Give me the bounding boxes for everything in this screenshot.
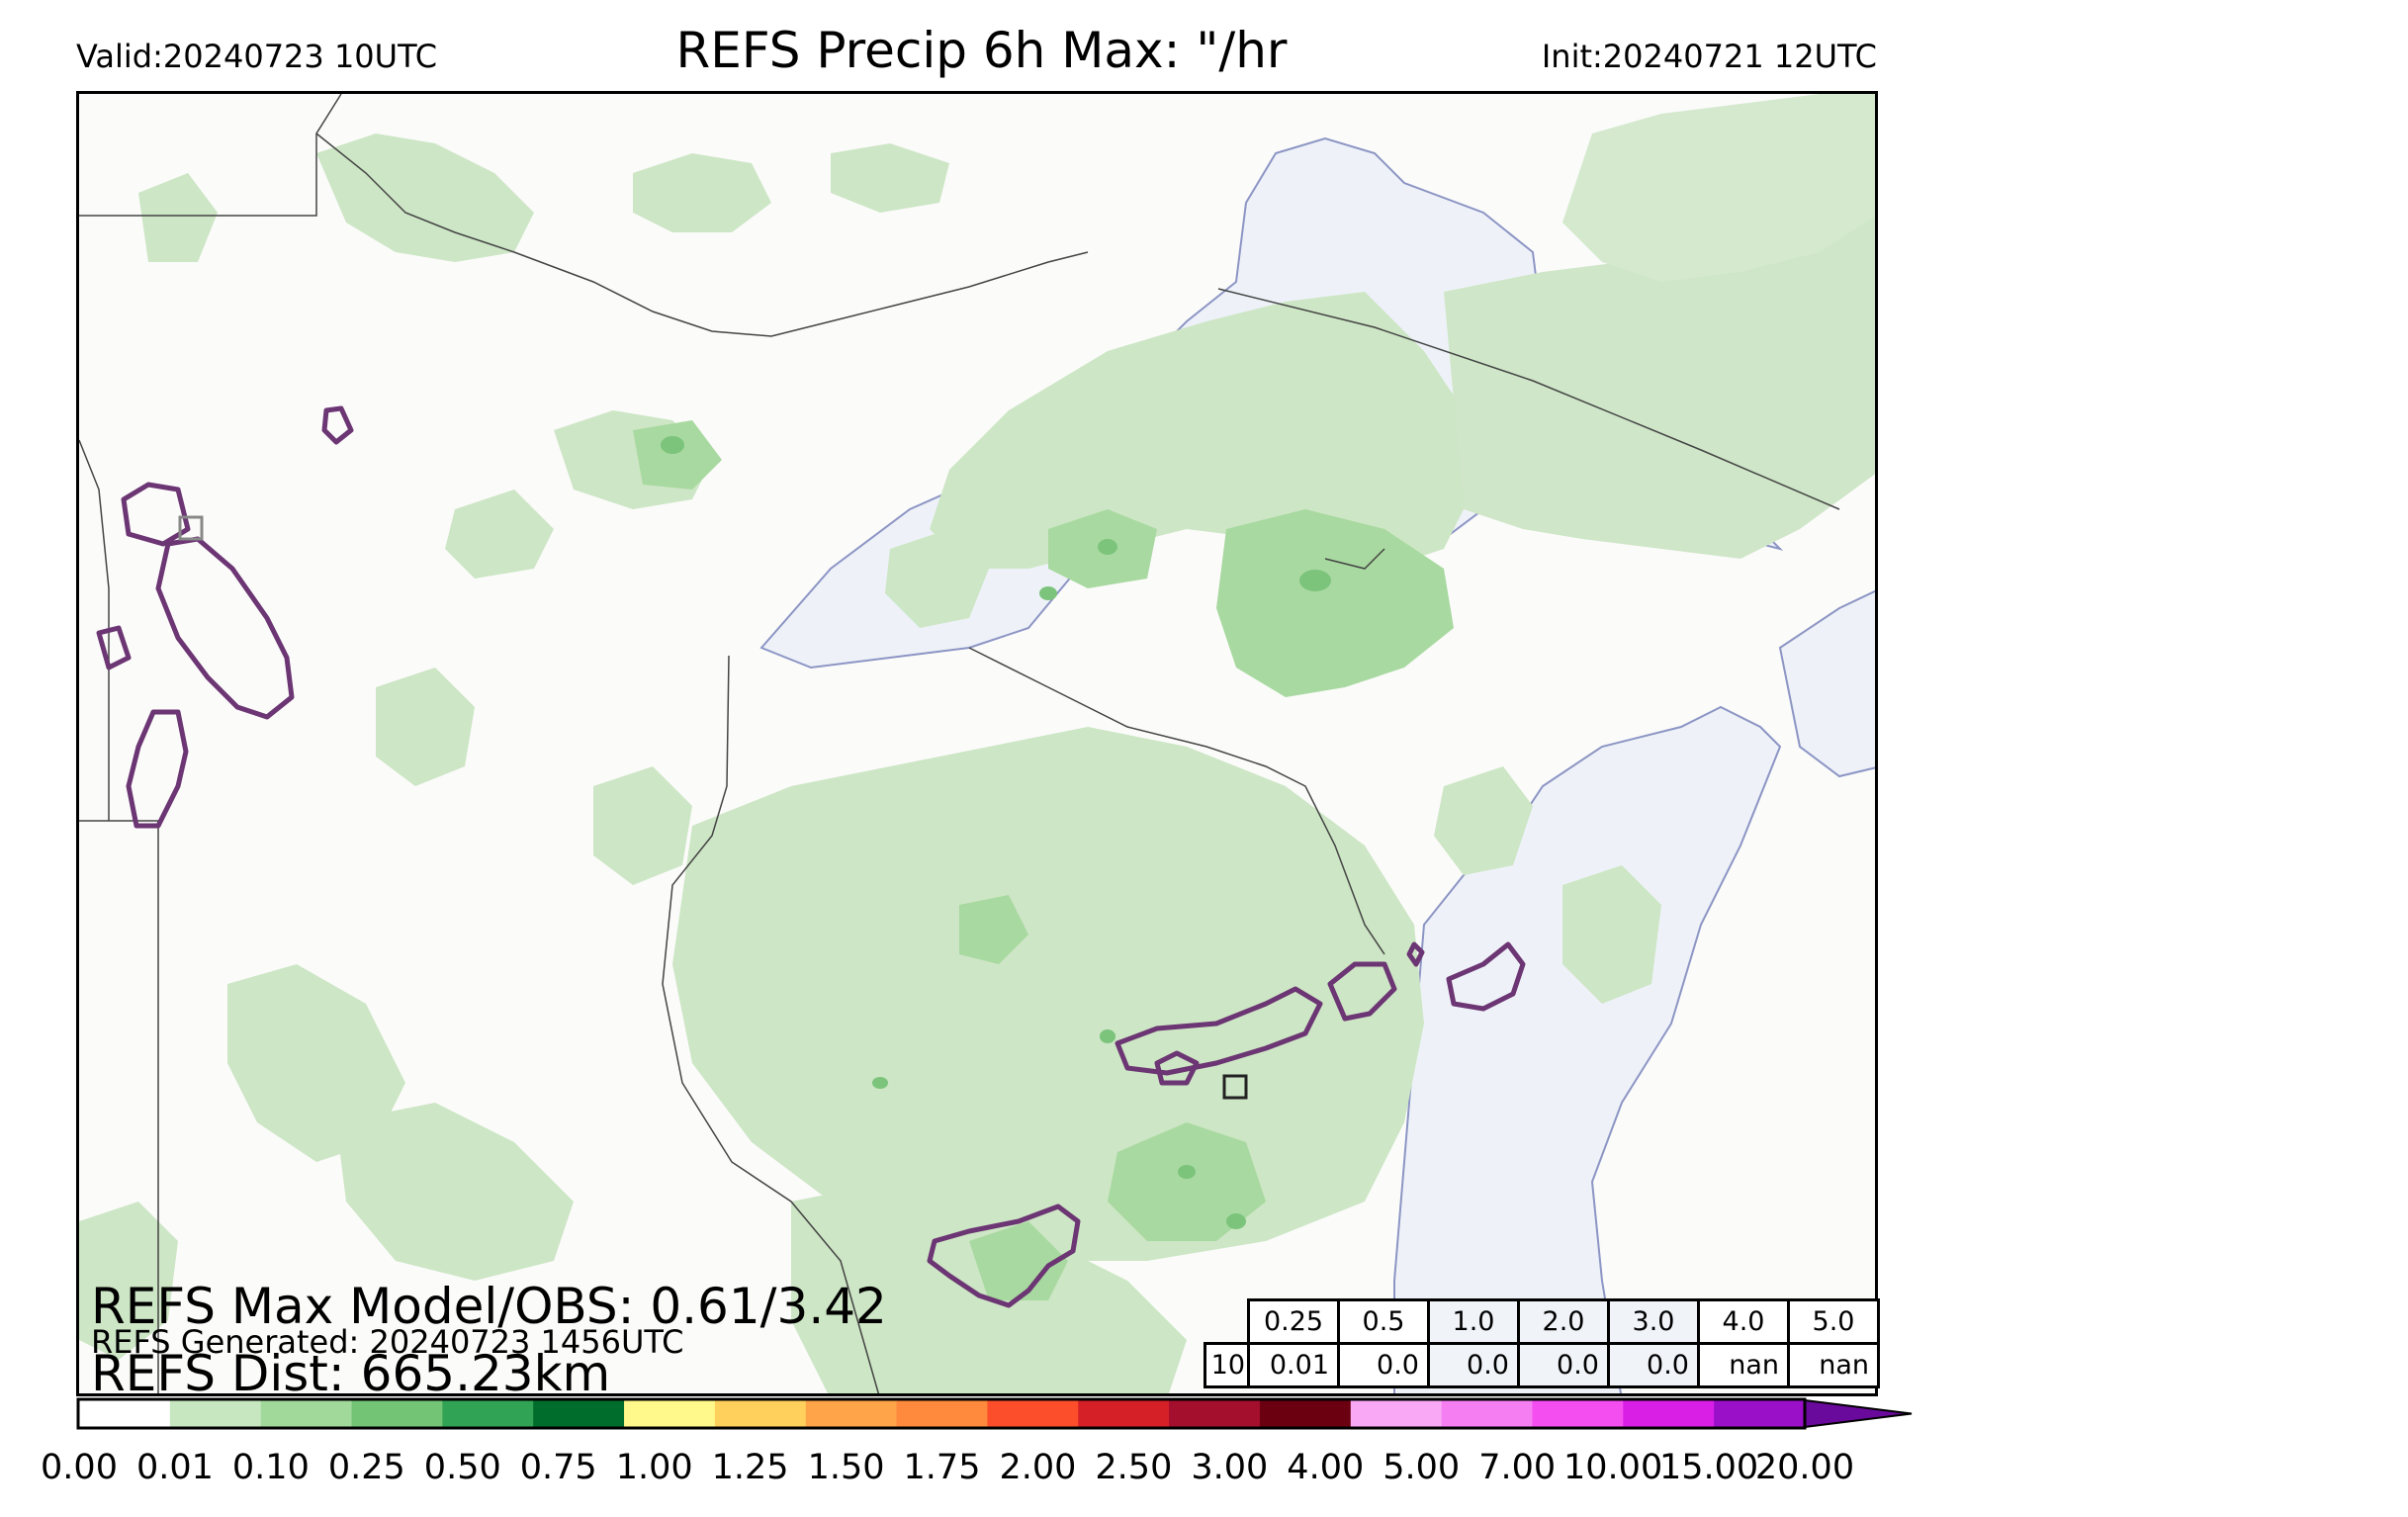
map-canvas	[79, 94, 1875, 1393]
dist-label: REFS Dist: 665.23km	[91, 1345, 611, 1402]
row-label: 10	[1204, 1342, 1250, 1388]
max-model-obs-label: REFS Max Model/OBS: 0.61/3.42	[91, 1278, 887, 1335]
colorbar	[76, 1397, 1913, 1430]
station-marker-max	[1222, 1074, 1248, 1100]
colorbar-tick-label: 1.75	[903, 1448, 981, 1487]
threshold-cell: 4.0	[1697, 1298, 1790, 1345]
colorbar-tick-label: 2.00	[999, 1448, 1077, 1487]
threshold-cell: 0.5	[1337, 1298, 1430, 1345]
value-cell: 0.0	[1427, 1342, 1520, 1388]
colorbar-segment	[1532, 1400, 1624, 1427]
lake-huron-edge	[1778, 589, 1875, 778]
colorbar-tick-label: 0.75	[519, 1448, 597, 1487]
colorbar-segment	[1441, 1400, 1533, 1427]
table-corner	[1205, 1300, 1249, 1344]
colorbar-segment	[624, 1400, 716, 1427]
colorbar-tick-label: 4.00	[1287, 1448, 1365, 1487]
value-cell: 0.0	[1517, 1342, 1610, 1388]
threshold-cell: 3.0	[1607, 1298, 1700, 1345]
colorbar-segment	[896, 1400, 988, 1427]
colorbar-tick-label: 0.25	[327, 1448, 405, 1487]
colorbar-tick-label: 1.50	[807, 1448, 885, 1487]
colorbar-segment	[1259, 1400, 1352, 1427]
colorbar-tick-label: 0.50	[423, 1448, 501, 1487]
init-time-label: Init:20240721 12UTC	[1541, 38, 1877, 75]
colorbar-segment	[79, 1400, 171, 1427]
colorbar-segment	[805, 1400, 898, 1427]
value-cell: 0.0	[1337, 1342, 1430, 1388]
colorbar-tick-label: 20.00	[1754, 1448, 1855, 1487]
threshold-cell: 0.25	[1247, 1298, 1340, 1345]
colorbar-segment	[714, 1400, 807, 1427]
precip-field-heavy	[661, 436, 1331, 1229]
precip-field	[79, 94, 1875, 1393]
colorbar-extend-arrow	[1804, 1398, 1913, 1429]
colorbar-segment	[169, 1400, 262, 1427]
colorbar-tick-label: 0.01	[135, 1448, 214, 1487]
colorbar-segment	[1078, 1400, 1170, 1427]
colorbar-tick-label: 1.00	[615, 1448, 693, 1487]
colorbar-segment	[351, 1400, 443, 1427]
colorbar-tick-label: 0.00	[41, 1448, 118, 1487]
value-cell: nan	[1697, 1342, 1790, 1388]
value-cell: 0.01	[1247, 1342, 1340, 1388]
threshold-value-row: 10 0.01 0.0 0.0 0.0 0.0 nan nan	[1204, 1342, 1880, 1388]
map-title: REFS Precip 6h Max: "/hr	[675, 22, 1288, 79]
station-marker	[178, 515, 204, 541]
valid-time-label: Valid:20240723 10UTC	[76, 38, 438, 75]
threshold-cell: 5.0	[1787, 1298, 1880, 1345]
colorbar-tick-label: 2.50	[1095, 1448, 1173, 1487]
colorbar-segment	[1714, 1400, 1806, 1427]
colorbar-segment	[1169, 1400, 1261, 1427]
colorbar-tick-label: 1.25	[711, 1448, 789, 1487]
colorbar-tick-label: 5.00	[1382, 1448, 1461, 1487]
threshold-header-row: 0.25 0.5 1.0 2.0 3.0 4.0 5.0	[1205, 1298, 1880, 1345]
value-cell: nan	[1787, 1342, 1880, 1388]
colorbar-tick-label: 0.10	[231, 1448, 310, 1487]
colorbar-segment	[1623, 1400, 1715, 1427]
colorbar-outline	[76, 1397, 1807, 1430]
colorbar-tick-label: 15.00	[1658, 1448, 1759, 1487]
colorbar-segment	[442, 1400, 534, 1427]
colorbar-segment	[260, 1400, 353, 1427]
precip-field-moderate	[633, 420, 1454, 1300]
threshold-cell: 1.0	[1427, 1298, 1520, 1345]
threshold-table: 0.25 0.5 1.0 2.0 3.0 4.0 5.0 10 0.01 0.0…	[1204, 1298, 1880, 1388]
precip-map	[76, 91, 1878, 1396]
threshold-cell: 2.0	[1517, 1298, 1610, 1345]
political-borders	[79, 94, 1840, 1393]
colorbar-segment	[1350, 1400, 1443, 1427]
value-cell: 0.0	[1607, 1342, 1700, 1388]
colorbar-tick-label: 10.00	[1563, 1448, 1663, 1487]
colorbar-tick-label: 7.00	[1478, 1448, 1557, 1487]
generated-label: REFS Generated: 20240723 1456UTC	[91, 1323, 684, 1361]
colorbar-tick-label: 3.00	[1191, 1448, 1269, 1487]
colorbar-segment	[533, 1400, 625, 1427]
obs-contours	[96, 405, 1526, 1308]
colorbar-segment	[987, 1400, 1079, 1427]
